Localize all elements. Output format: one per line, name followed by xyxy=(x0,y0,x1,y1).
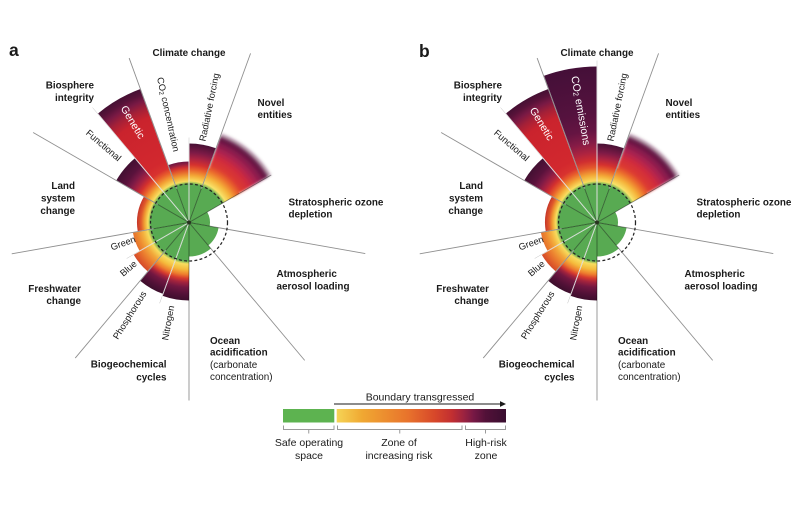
svg-text:zone: zone xyxy=(475,450,498,462)
svg-text:space: space xyxy=(295,450,323,462)
svg-text:entities: entities xyxy=(258,110,293,121)
svg-text:Safe operating: Safe operating xyxy=(275,437,343,449)
svg-text:Climate change: Climate change xyxy=(153,48,226,59)
svg-text:Freshwater: Freshwater xyxy=(28,284,81,295)
svg-text:change: change xyxy=(454,296,489,307)
svg-text:Land: Land xyxy=(459,181,483,192)
svg-text:(carbonate: (carbonate xyxy=(210,360,258,371)
svg-text:High-risk: High-risk xyxy=(465,437,507,449)
svg-text:increasing risk: increasing risk xyxy=(365,450,433,462)
svg-text:concentration): concentration) xyxy=(618,372,681,383)
svg-text:change: change xyxy=(46,296,81,307)
svg-text:Biogeochemical: Biogeochemical xyxy=(91,360,167,371)
svg-text:Atmospheric: Atmospheric xyxy=(685,269,746,280)
svg-text:cycles: cycles xyxy=(544,373,575,384)
svg-text:aerosol loading: aerosol loading xyxy=(685,282,758,293)
svg-text:Atmospheric: Atmospheric xyxy=(277,269,338,280)
svg-text:entities: entities xyxy=(666,110,701,121)
svg-text:Biogeochemical: Biogeochemical xyxy=(499,360,575,371)
svg-text:depletion: depletion xyxy=(289,210,333,221)
svg-text:acidification: acidification xyxy=(618,348,676,359)
svg-text:Novel: Novel xyxy=(258,98,285,109)
svg-text:depletion: depletion xyxy=(697,210,741,221)
svg-text:Ocean: Ocean xyxy=(210,336,240,347)
svg-text:Biosphere: Biosphere xyxy=(46,81,95,92)
svg-text:system: system xyxy=(449,194,483,205)
svg-text:Boundary transgressed: Boundary transgressed xyxy=(366,392,475,404)
svg-text:aerosol loading: aerosol loading xyxy=(277,282,350,293)
svg-text:Zone of: Zone of xyxy=(381,437,417,449)
svg-text:Biosphere: Biosphere xyxy=(454,81,503,92)
svg-text:Novel: Novel xyxy=(666,98,693,109)
svg-text:Stratospheric ozone: Stratospheric ozone xyxy=(697,198,792,209)
svg-text:cycles: cycles xyxy=(136,373,167,384)
svg-text:(carbonate: (carbonate xyxy=(618,360,666,371)
svg-text:acidification: acidification xyxy=(210,348,268,359)
svg-text:change: change xyxy=(40,206,75,217)
svg-text:system: system xyxy=(41,194,75,205)
svg-text:concentration): concentration) xyxy=(210,372,273,383)
svg-text:Land: Land xyxy=(51,181,75,192)
svg-text:Ocean: Ocean xyxy=(618,336,648,347)
svg-text:b: b xyxy=(419,41,430,61)
svg-text:a: a xyxy=(9,40,19,60)
svg-text:Stratospheric ozone: Stratospheric ozone xyxy=(289,198,384,209)
svg-text:Freshwater: Freshwater xyxy=(436,284,489,295)
svg-text:integrity: integrity xyxy=(55,93,94,104)
svg-text:Climate change: Climate change xyxy=(561,48,634,59)
svg-text:integrity: integrity xyxy=(463,93,502,104)
svg-text:change: change xyxy=(448,206,483,217)
